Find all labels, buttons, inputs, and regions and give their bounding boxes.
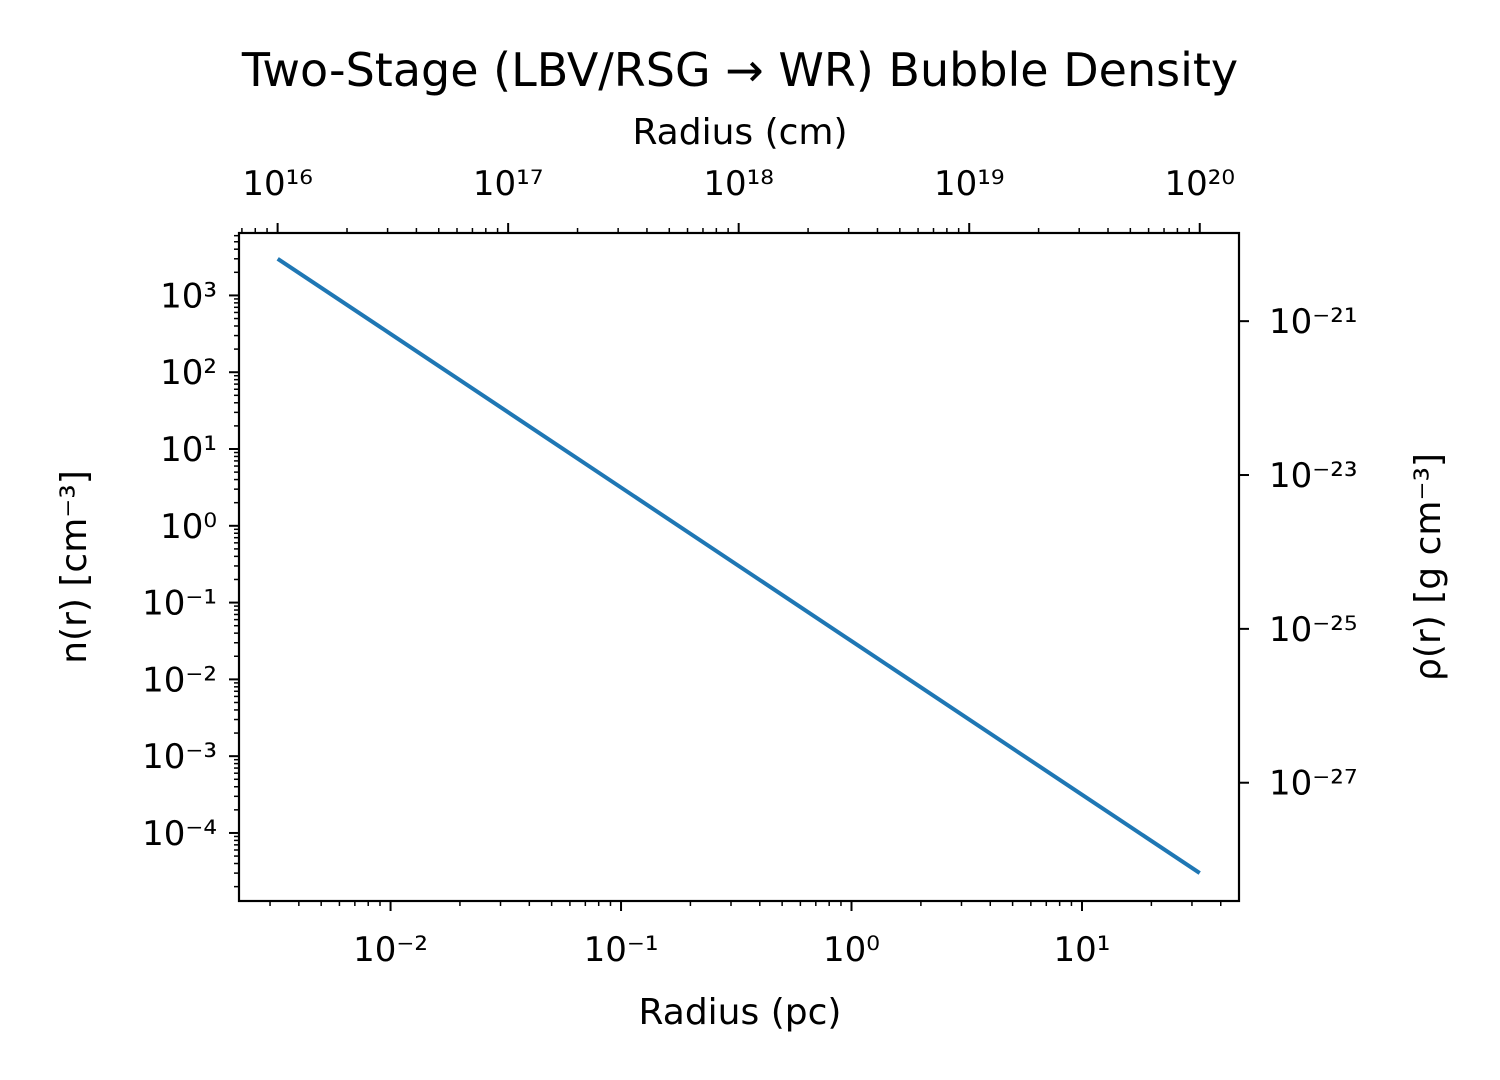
x-tick-label: 10⁰ <box>823 930 880 970</box>
chart-title: Two-Stage (LBV/RSG → WR) Bubble Density <box>241 43 1238 97</box>
y-tick-label: 10³ <box>160 276 217 316</box>
top-tick-label: 10¹⁷ <box>473 164 544 204</box>
x-tick-label: 10¹ <box>1054 930 1111 970</box>
y-tick-label: 10⁻² <box>142 660 217 700</box>
density-line <box>276 257 1201 875</box>
plot-frame <box>237 231 1241 903</box>
top-tick-label: 10¹⁶ <box>242 164 313 204</box>
top-tick-label: 10¹⁹ <box>934 164 1005 204</box>
y-tick-label: 10² <box>160 353 217 393</box>
right-tick-label: 10⁻²⁵ <box>1269 610 1357 650</box>
top-tick-label: 10¹⁸ <box>703 164 774 204</box>
tick-labels: 10⁻² 10⁻¹ 10⁰ 10¹ 10¹⁶ 10¹⁷ 10¹⁸ 10¹⁹ 10²⁰ 10⁻⁴ 10… <box>142 164 1357 970</box>
top-axis-label: Radius (cm) <box>632 112 847 153</box>
top-tick-label: 10²⁰ <box>1164 164 1235 204</box>
right-axis-label: ρ(r) [g cm⁻³] <box>1408 453 1449 681</box>
series-layer <box>276 257 1201 875</box>
right-tick-label: 10⁻²³ <box>1269 456 1357 496</box>
y-tick-label: 10⁻¹ <box>142 584 217 624</box>
y-tick-label: 10⁰ <box>160 507 217 547</box>
x-tick-label: 10⁻¹ <box>584 930 659 970</box>
y-tick-label: 10¹ <box>160 430 217 470</box>
major-ticks <box>229 223 1249 911</box>
x-tick-label: 10⁻² <box>353 930 428 970</box>
right-tick-label: 10⁻²¹ <box>1269 302 1357 342</box>
right-tick-label: 10⁻²⁷ <box>1269 764 1357 804</box>
x-axis-label: Radius (pc) <box>639 992 842 1033</box>
y-tick-label: 10⁻⁴ <box>142 814 217 854</box>
y-tick-label: 10⁻³ <box>142 737 217 777</box>
y-axis-label: n(r) [cm⁻³] <box>54 470 95 664</box>
